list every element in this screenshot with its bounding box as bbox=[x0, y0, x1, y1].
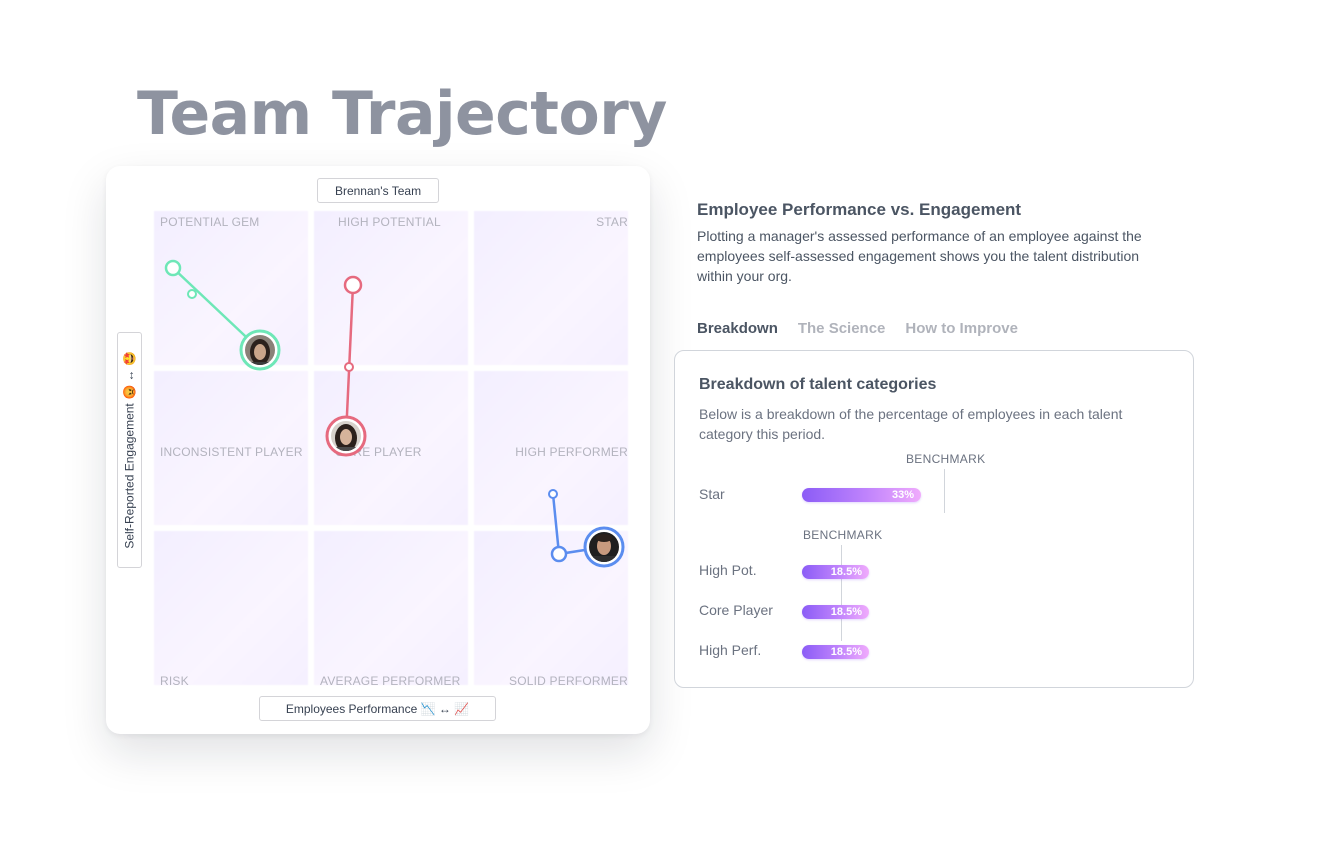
trajectory-employee-2[interactable] bbox=[325, 275, 367, 457]
category-bar-value: 18.5% bbox=[830, 606, 862, 618]
quadrant-label-average-performer: AVERAGE PERFORMER bbox=[320, 674, 461, 688]
category-bar-high-perf: 18.5% bbox=[802, 645, 869, 659]
team-selector-button[interactable]: Brennan's Team bbox=[317, 178, 439, 203]
tab-the-science[interactable]: The Science bbox=[797, 320, 886, 337]
benchmark-line bbox=[944, 469, 945, 513]
avatar[interactable] bbox=[245, 335, 275, 368]
category-label-high-pot: High Pot. bbox=[699, 562, 757, 578]
trajectory-employee-3[interactable] bbox=[548, 489, 625, 568]
category-label-core-player: Core Player bbox=[699, 602, 773, 618]
trajectory-line bbox=[344, 284, 355, 437]
category-bar-value: 33% bbox=[891, 489, 914, 501]
section-description: Plotting a manager's assessed performanc… bbox=[697, 228, 1142, 284]
tab-bar: Breakdown The Science How to Improve bbox=[697, 320, 1018, 337]
quadrant-label-star: STAR bbox=[596, 215, 628, 229]
page-title: Team Trajectory bbox=[137, 79, 667, 149]
quadrant-cell bbox=[474, 211, 628, 365]
trajectory-chart-card: Brennan's Team Self-Reported Engagement … bbox=[106, 166, 650, 734]
benchmark-label: BENCHMARK bbox=[803, 528, 883, 542]
quadrant-label-inconsistent-player: INCONSISTENT PLAYER bbox=[160, 445, 303, 459]
quadrant-label-solid-performer: SOLID PERFORMER bbox=[508, 674, 628, 688]
trajectory-start-point[interactable] bbox=[548, 489, 558, 499]
quadrant-label-risk: RISK bbox=[160, 674, 189, 688]
trajectory-overlay bbox=[164, 259, 625, 568]
category-bar-star: 33% bbox=[802, 488, 921, 502]
breakdown-panel: Breakdown of talent categories Below is … bbox=[674, 350, 1194, 688]
benchmark-line bbox=[841, 545, 842, 641]
quadrant-cell bbox=[154, 211, 308, 365]
quadrant-label-potential-gem: POTENTIAL GEM bbox=[160, 215, 260, 229]
trajectory-start-point[interactable] bbox=[343, 275, 363, 295]
quadrant-cell bbox=[474, 371, 628, 525]
trajectory-mid-point[interactable] bbox=[344, 362, 354, 372]
trajectory-employee-1[interactable] bbox=[164, 259, 281, 371]
y-axis-label: Self-Reported Engagement 😡 ↔ 🤩 bbox=[117, 332, 142, 568]
quadrant-cell bbox=[314, 531, 468, 685]
quadrant-cell bbox=[154, 531, 308, 685]
trajectory-start-point[interactable] bbox=[164, 259, 182, 277]
section-title: Employee Performance vs. Engagement bbox=[697, 200, 1022, 219]
tab-how-to-improve[interactable]: How to Improve bbox=[905, 320, 1018, 337]
tab-breakdown[interactable]: Breakdown bbox=[697, 320, 778, 337]
trajectory-mid-point[interactable] bbox=[550, 545, 568, 563]
quadrant-label-high-potential: HIGH POTENTIAL bbox=[338, 215, 441, 229]
avatar[interactable] bbox=[589, 532, 619, 564]
breakdown-description: Below is a breakdown of the percentage o… bbox=[699, 406, 1123, 442]
category-bar-value: 18.5% bbox=[830, 566, 862, 578]
x-axis-label: Employees Performance 📉 ↔ 📈 bbox=[259, 696, 496, 721]
benchmark-label: BENCHMARK bbox=[906, 452, 986, 466]
category-bar-high-pot: 18.5% bbox=[802, 565, 869, 579]
category-bar-core-player: 18.5% bbox=[802, 605, 869, 619]
quadrant-cell bbox=[154, 371, 308, 525]
category-label-star: Star bbox=[699, 486, 725, 502]
breakdown-title: Breakdown of talent categories bbox=[699, 376, 937, 393]
quadrant-cell bbox=[314, 211, 468, 365]
trajectory-mid-point[interactable] bbox=[187, 289, 197, 299]
category-label-high-perf: High Perf. bbox=[699, 642, 762, 658]
quadrant-label-high-performer: HIGH PERFORMER bbox=[515, 445, 628, 459]
category-bar-value: 18.5% bbox=[830, 646, 862, 658]
avatar[interactable] bbox=[331, 421, 361, 453]
